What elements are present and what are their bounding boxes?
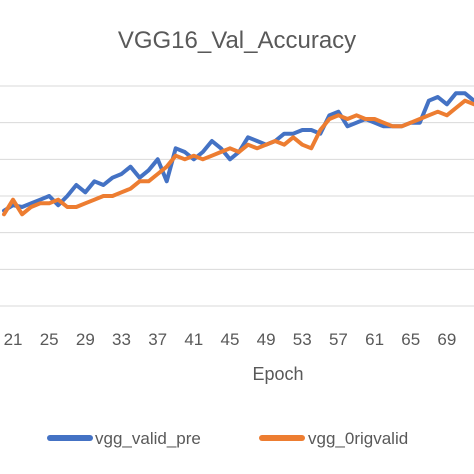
x-tick-label: 53 [293, 330, 312, 349]
x-tick-label: 25 [40, 330, 59, 349]
x-tick-label: 21 [4, 330, 23, 349]
legend-label-vgg-0rigvalid: vgg_0rigvalid [308, 429, 408, 448]
legend-label-vgg-valid-pre: vgg_valid_pre [95, 429, 201, 448]
x-tick-labels: 212529333741454953576165697 [4, 330, 457, 349]
gridlines [0, 85, 474, 307]
series-lines [2, 91, 474, 217]
x-tick-label: 41 [184, 330, 203, 349]
x-tick-label: 29 [76, 330, 95, 349]
x-tick-label: 33 [112, 330, 131, 349]
x-tick-label: 69 [437, 330, 456, 349]
series-line-vgg-0rigvalid [2, 98, 474, 217]
x-tick-label: 65 [401, 330, 420, 349]
legend: vgg_valid_pre vgg_0rigvalid [47, 429, 408, 448]
chart-title: VGG16_Val_Accuracy [118, 27, 356, 54]
x-axis-label: Epoch [252, 364, 303, 384]
x-tick-label: 49 [257, 330, 276, 349]
x-tick-label: 37 [148, 330, 167, 349]
x-tick-label: 57 [329, 330, 348, 349]
x-tick-label: 45 [221, 330, 240, 349]
x-tick-label: 61 [365, 330, 384, 349]
